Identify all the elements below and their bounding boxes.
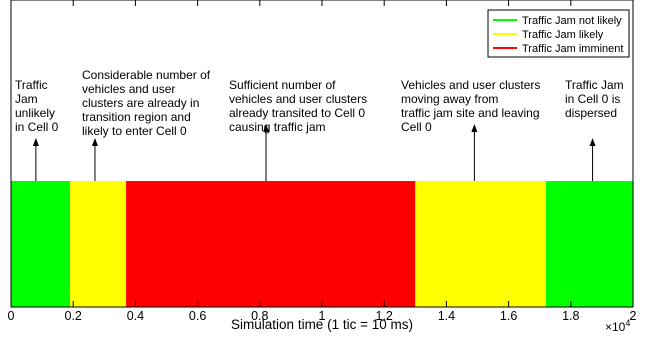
annotation-line: traffic jam site and leaving [401,106,540,120]
annotation-line: Traffic [15,78,48,92]
x-tick-label-3: 0.6 [189,309,206,323]
annotation-line: Cell 0 [401,120,432,134]
annotation-line: Sufficient number of [229,78,336,92]
annotation-text-5: Traffic Jam in Cell 0 is dispersed [565,78,624,120]
annotation-arrow-head-3 [263,124,270,132]
legend-label-1: Traffic Jam not likely [522,15,622,27]
segment-bar-3 [126,181,416,307]
annotation-text-3: Sufficient number of vehicles and user cl… [229,78,367,134]
annotation-arrow-head-4 [471,124,478,132]
annotations-layer: Traffic Jam unlikely in Cell 0 Considerable … [15,68,624,181]
annotation-line: in Cell 0 [15,120,59,134]
annotation-line: already transited to Cell 0 [229,106,365,120]
x-tick-label-6: 1.2 [376,309,393,323]
annotation-line: Jam [15,92,38,106]
annotation-arrow-head-5 [589,138,596,146]
annotation-line: unlikely [15,106,55,120]
x-tick-label-7: 1.4 [438,309,455,323]
plot-frame [10,0,634,308]
x-tick-label-4: 0.8 [251,309,268,323]
annotation-line: Considerable number of [82,68,211,82]
x-tick-label-2: 0.4 [127,309,144,323]
annotation-text-4: Vehicles and user clusters moving away fr… [401,78,540,134]
annotation-line: dispersed [565,106,617,120]
annotation-line: vehicles and user [82,82,175,96]
annotation-arrow-head-2 [91,138,98,146]
x-tick-label-10: 2 [630,309,637,323]
annotation-arrow-head-1 [32,138,39,146]
ticks-layer: 0 0.2 0.4 0.6 0.8 1 1.2 1.4 1.6 1.8 2 [8,0,637,323]
segment-bar-2 [70,181,127,307]
annotation-text-1: Traffic Jam unlikely in Cell 0 [15,78,59,134]
annotation-text-2: Considerable number of vehicles and user c… [82,68,211,138]
x-axis-exponent-base: ×10 [605,320,626,334]
annotation-line: vehicles and user clusters [229,92,367,106]
annotation-line: causing traffic jam [229,120,326,134]
annotation-line: Vehicles and user clusters [401,78,540,92]
x-tick-label-0: 0 [8,309,15,323]
segment-bar-1 [11,181,71,307]
annotation-line: transition region and [82,110,191,124]
x-axis-exponent: ×104 [605,318,630,334]
annotation-line: in Cell 0 is [565,92,620,106]
segment-bar-4 [415,181,546,307]
legend-label-3: Traffic Jam imminent [522,43,623,55]
legend: Traffic Jam not likely Traffic Jam likely… [487,9,630,58]
x-axis-exponent-power: 4 [625,318,630,328]
x-axis-label: Simulation time (1 tic = 10 ms) [231,317,413,332]
segment-bar-5 [545,181,633,307]
annotation-line: Traffic Jam [565,78,624,92]
x-tick-label-5: 1 [319,309,326,323]
legend-label-2: Traffic Jam likely [522,29,604,41]
annotation-line: clusters are already in [82,96,199,110]
x-tick-label-8: 1.6 [500,309,517,323]
x-tick-label-9: 1.8 [562,309,579,323]
segments-layer [11,181,633,307]
annotation-line: likely to enter Cell 0 [82,124,187,138]
annotation-line: moving away from [401,92,498,106]
x-tick-label-1: 0.2 [65,309,82,323]
